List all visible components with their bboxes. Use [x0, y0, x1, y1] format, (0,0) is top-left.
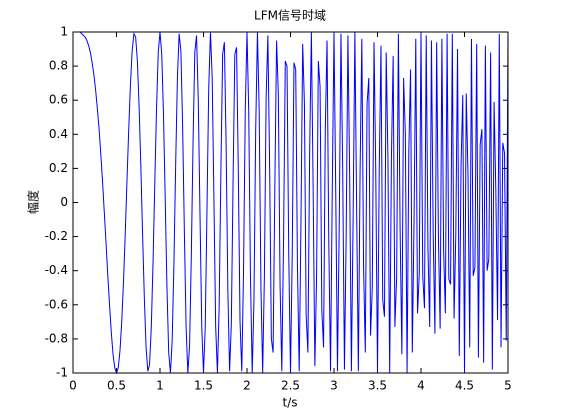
x-tick-label: 5	[504, 379, 512, 393]
y-tick-label: -0.8	[45, 331, 68, 345]
y-tick-label: 0.4	[49, 127, 68, 141]
y-axis-label: 幅度	[26, 190, 41, 214]
y-tick-label: -0.2	[45, 229, 68, 243]
x-tick-label: 1.5	[194, 379, 213, 393]
x-tick-label: 4.5	[455, 379, 474, 393]
y-tick-label: 1	[60, 25, 68, 39]
x-tick-label: 4	[417, 379, 425, 393]
x-tick-label: 3.5	[368, 379, 387, 393]
x-axis-label: t/s	[283, 396, 298, 410]
y-tick-label: 0.6	[49, 93, 68, 107]
x-tick-label: 1	[156, 379, 164, 393]
x-tick-label: 0	[69, 379, 77, 393]
y-tick-label: -0.6	[45, 297, 68, 311]
y-tick-label: 0	[60, 195, 68, 209]
x-tick-label: 2	[243, 379, 251, 393]
x-tick-label: 2.5	[281, 379, 300, 393]
y-tick-label: -1	[56, 366, 68, 380]
x-tick-label: 3	[330, 379, 338, 393]
chart-title: LFM信号时域	[254, 9, 326, 23]
y-tick-label: -0.4	[45, 263, 68, 277]
x-tick-label: 0.5	[107, 379, 126, 393]
plot-frame	[72, 31, 509, 374]
y-tick-label: 0.2	[49, 161, 68, 175]
y-tick-label: 0.8	[49, 59, 68, 73]
